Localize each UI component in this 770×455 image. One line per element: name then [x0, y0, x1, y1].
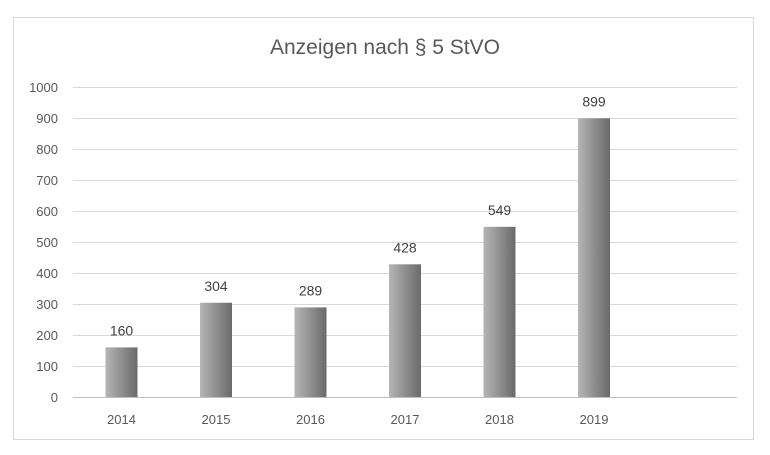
bar-2019	[578, 118, 610, 397]
x-tick-label-2019: 2019	[580, 412, 609, 427]
x-tick-label-2015: 2015	[202, 412, 231, 427]
x-tick-label-2018: 2018	[485, 412, 514, 427]
y-tick-label: 700	[36, 173, 58, 188]
y-tick-label: 800	[36, 142, 58, 157]
gridlines	[73, 87, 737, 398]
y-tick-label: 0	[51, 390, 58, 405]
y-tick-label: 500	[36, 235, 58, 250]
x-tick-label-2014: 2014	[107, 412, 136, 427]
chart-title: Anzeigen nach § 5 StVO	[270, 36, 500, 59]
data-label-2016: 289	[299, 282, 323, 298]
data-label-2014: 160	[110, 322, 134, 338]
y-tick-label: 600	[36, 204, 58, 219]
y-tick-label: 300	[36, 297, 58, 312]
y-tick-label: 1000	[29, 80, 58, 95]
data-label-2017: 428	[393, 239, 417, 255]
data-labels: 160 304 289 428 549 899	[110, 93, 606, 338]
x-tick-label-2017: 2017	[391, 412, 420, 427]
y-axis-tick-labels: 0 100 200 300 400 500 600 700 800 900 1000	[29, 80, 58, 405]
y-tick-label: 400	[36, 266, 58, 281]
x-axis-tick-labels: 2014 2015 2016 2017 2018 2019	[107, 412, 608, 427]
y-tick-label: 200	[36, 328, 58, 343]
bar-2015	[200, 302, 232, 397]
x-tick-label-2016: 2016	[296, 412, 325, 427]
bar-2014	[105, 347, 138, 397]
data-label-2018: 549	[488, 202, 512, 218]
data-label-2019: 899	[582, 93, 606, 109]
bar-2016	[294, 307, 327, 397]
y-tick-label: 100	[36, 359, 58, 374]
data-label-2015: 304	[204, 278, 228, 294]
y-tick-label: 900	[36, 111, 58, 126]
bar-2017	[389, 264, 421, 397]
bars	[105, 118, 610, 397]
bar-2018	[483, 226, 516, 397]
